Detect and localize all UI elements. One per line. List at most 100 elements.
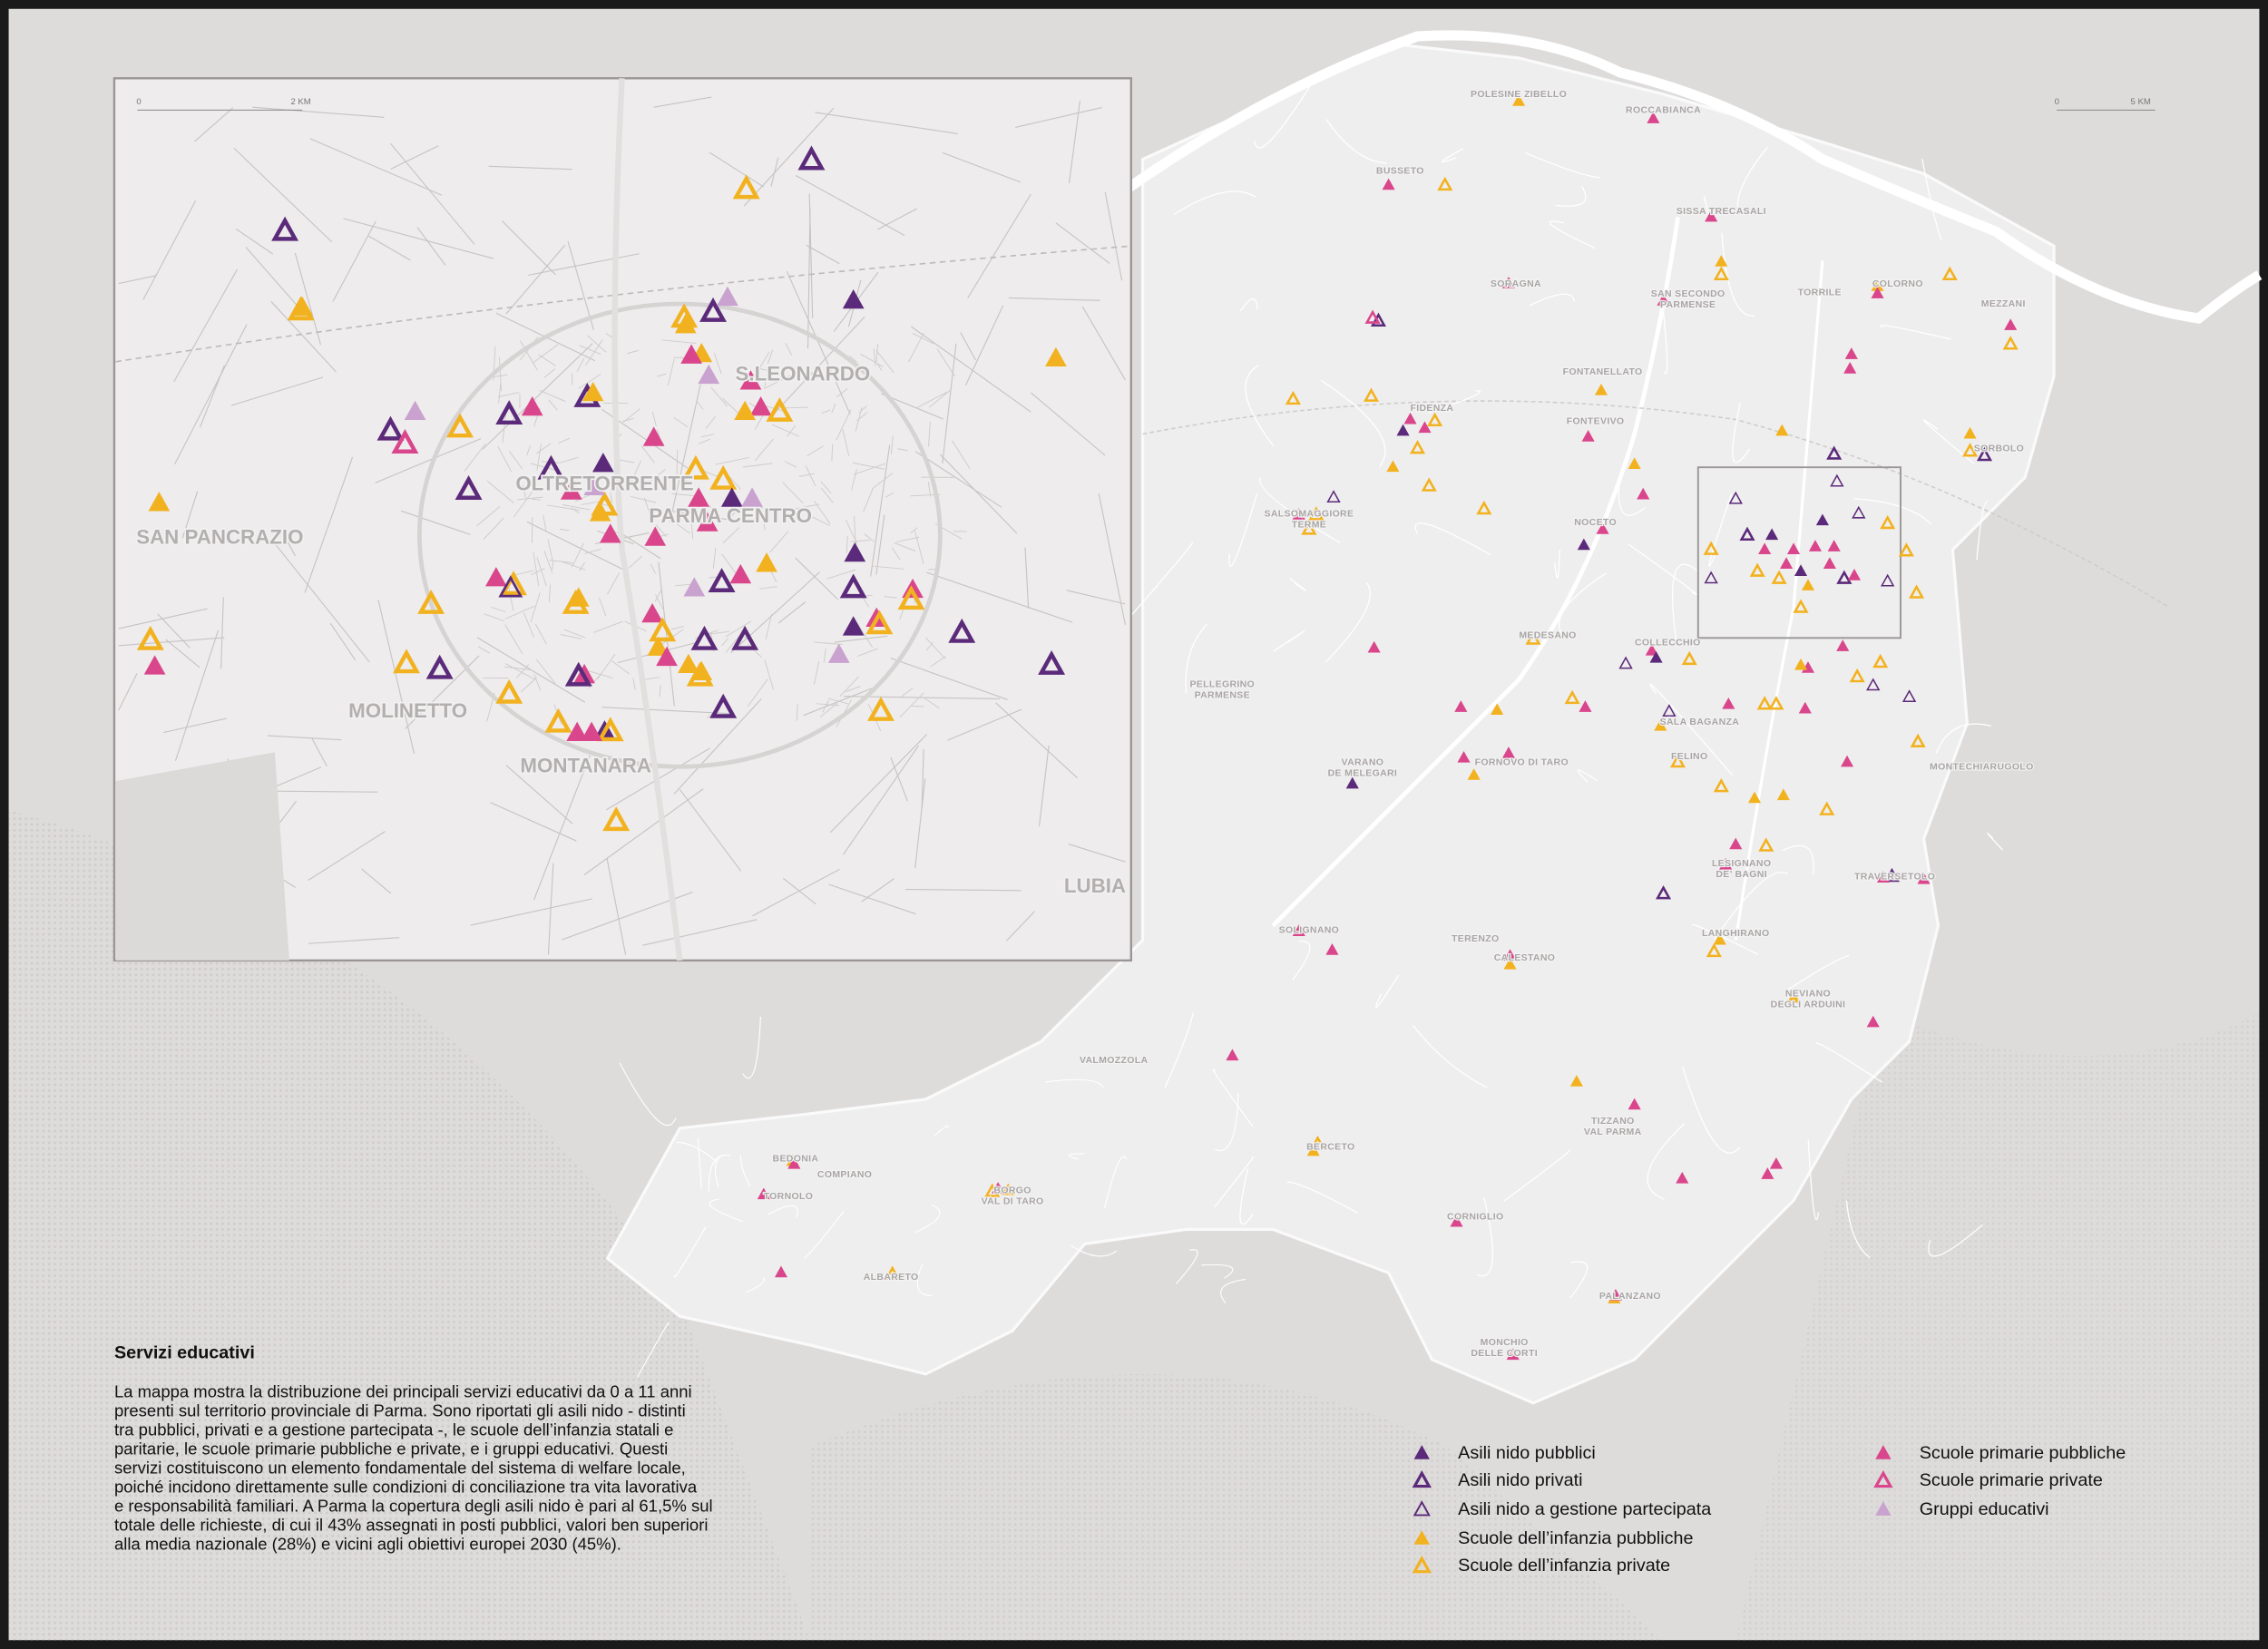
street <box>768 531 789 553</box>
marker <box>1901 689 1917 703</box>
province-area <box>605 42 2056 1405</box>
street <box>1068 844 1126 863</box>
marker <box>1872 653 1889 668</box>
inset-label: PARMA CENTRO <box>649 504 812 527</box>
street <box>782 482 804 504</box>
marker <box>787 1156 801 1169</box>
marker <box>1786 990 1801 1003</box>
place-label: VARANO <box>1342 757 1384 768</box>
description: La mappa mostra la distribuzione dei pri… <box>114 1381 713 1553</box>
street <box>900 688 914 698</box>
marker <box>720 487 743 507</box>
marker <box>1729 837 1743 850</box>
marker <box>774 1265 788 1278</box>
street <box>552 560 554 571</box>
marker <box>1703 541 1719 555</box>
street <box>713 353 722 375</box>
place-label: DE’ BAGNI <box>1716 869 1767 880</box>
street <box>930 656 946 668</box>
marker <box>583 475 606 495</box>
street <box>786 424 797 437</box>
road <box>1045 1078 1104 1088</box>
marker <box>1826 445 1843 460</box>
street <box>640 445 655 463</box>
marker <box>1596 522 1609 534</box>
street <box>725 620 752 638</box>
street <box>584 548 601 554</box>
street <box>548 584 552 603</box>
place-label: TORNOLO <box>764 1191 814 1202</box>
place-label: POLESINE ZIBELLO <box>1471 89 1567 100</box>
street <box>504 666 531 670</box>
street <box>508 451 523 470</box>
street <box>669 384 701 522</box>
marker <box>731 625 759 650</box>
road <box>1254 79 1315 149</box>
street <box>118 608 208 629</box>
marker <box>1704 571 1718 584</box>
street <box>368 235 411 261</box>
marker <box>1801 579 1815 590</box>
street <box>871 565 904 570</box>
marker <box>425 654 454 679</box>
street <box>758 367 769 372</box>
marker <box>1840 755 1854 767</box>
road <box>1292 941 1311 981</box>
place-label: PARMENSE <box>1195 689 1250 700</box>
road <box>1672 563 1699 646</box>
marker <box>1866 1015 1880 1028</box>
marker <box>582 381 604 402</box>
marker <box>1564 689 1580 705</box>
street <box>504 605 535 620</box>
street <box>820 487 834 503</box>
place-label: SORBOLO <box>1974 444 2024 454</box>
place-label: DE MELEGARI <box>1328 768 1398 779</box>
street <box>820 481 832 494</box>
street <box>532 498 542 501</box>
inset-labels: S.LEONARDO SAN PANCRAZIO OLTRETORRENTE PARM… <box>135 361 1128 899</box>
marker <box>271 216 299 241</box>
street <box>1081 306 1126 381</box>
street <box>942 343 957 463</box>
street <box>267 735 342 741</box>
place-label: MEZZANI <box>1981 298 2026 309</box>
street <box>220 597 224 669</box>
marker <box>2004 318 2018 330</box>
marker <box>1910 733 1926 747</box>
marker <box>1403 412 1417 424</box>
street <box>785 343 793 356</box>
street <box>942 151 1022 183</box>
place-label: SISSA TRECASALI <box>1677 206 1766 217</box>
street <box>235 229 274 255</box>
marker <box>1768 696 1784 710</box>
description-line: e responsabilità familiari. A Parma la c… <box>114 1497 713 1516</box>
marker <box>1722 697 1735 709</box>
description-line: presenti sul territorio provinciale di P… <box>114 1400 686 1420</box>
street <box>560 634 582 639</box>
street <box>783 406 808 409</box>
street <box>846 535 848 554</box>
street <box>857 648 878 657</box>
street <box>654 589 662 602</box>
marker <box>842 288 865 309</box>
street <box>1055 222 1110 264</box>
street <box>754 413 765 430</box>
street <box>875 349 894 374</box>
marker <box>1654 718 1667 731</box>
road <box>1721 232 1755 317</box>
road <box>1661 300 1668 374</box>
marker <box>1412 1556 1432 1574</box>
area <box>115 752 289 961</box>
marker <box>1325 943 1339 955</box>
marker <box>867 696 894 721</box>
marker <box>1876 871 1890 883</box>
place-label: SALSOMAGGIORE <box>1265 508 1354 519</box>
street <box>390 145 439 170</box>
marker <box>1382 178 1395 190</box>
street <box>912 332 934 345</box>
street <box>547 539 553 561</box>
marker <box>1761 1167 1774 1179</box>
road <box>1214 1156 1254 1207</box>
legend-label: Scuole dell’infanzia pubbliche <box>1458 1528 1693 1548</box>
marker <box>992 1182 1005 1194</box>
